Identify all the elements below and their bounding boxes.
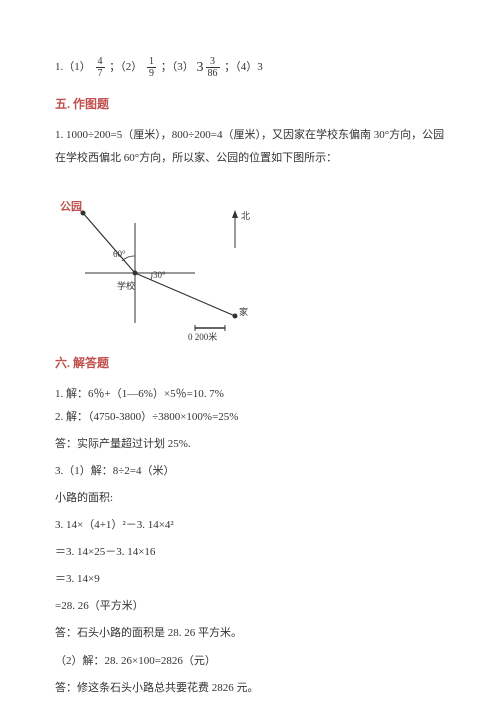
ans-3-9: 答：修这条石头小路总共要花费 2826 元。	[55, 677, 445, 700]
angle-30: 30°	[153, 267, 166, 283]
school-label: 学校	[117, 278, 135, 294]
diagram-svg	[55, 178, 285, 343]
ans-3-5: ＝3. 14×9	[55, 568, 445, 591]
sep1: ；（2）	[109, 61, 142, 73]
fraction-2: 1 9	[147, 56, 156, 79]
ans-3-4: ＝3. 14×25－3. 14×16	[55, 541, 445, 564]
answer-line-1: 1.（1） 4 7 ；（2） 1 9 ；（3） 3 3 86 ；（4）3	[55, 55, 445, 80]
section-5-text: 1. 1000÷200=5（厘米），800÷200=4（厘米），又因家在学校东偏…	[55, 124, 445, 170]
ans-3-7: 答：石头小路的面积是 28. 26 平方米。	[55, 622, 445, 645]
north-label: 北	[241, 208, 250, 224]
ans-3-8: （2）解：28. 26×100=2826（元）	[55, 650, 445, 673]
ans-3-6: =28. 26（平方米）	[55, 595, 445, 618]
ans-2b: 答：实际产量超过计划 25%.	[55, 433, 445, 456]
ans-3-3: 3. 14×（4+1）²－3. 14×4²	[55, 514, 445, 537]
section-5-title: 五. 作图题	[55, 94, 445, 116]
sep3: ；（4）3	[224, 61, 263, 73]
part1-label: 1.（1）	[55, 61, 91, 73]
ans-2: 2. 解：（4750-3800）÷3800×100%=25%	[55, 406, 445, 429]
scale-label: 0 200米	[188, 329, 217, 345]
mixed-fraction-3: 3 3 86	[197, 55, 222, 80]
ans-1: 1. 解：6％+（1―6%）×5％=10. 7%	[55, 383, 445, 406]
angle-60: 60°	[113, 246, 126, 262]
home-label: 家	[239, 304, 248, 320]
park-label: 公园	[60, 198, 82, 218]
diagram: 公园 北 60° 30° 学校 家 0 200米	[55, 178, 285, 343]
ans-3-2: 小路的面积:	[55, 487, 445, 510]
ans-3-1: 3.（1）解：8÷2=4（米）	[55, 460, 445, 483]
sep2: ；（3）	[161, 61, 194, 73]
section-6-title: 六. 解答题	[55, 353, 445, 375]
fraction-1: 4 7	[96, 56, 105, 79]
